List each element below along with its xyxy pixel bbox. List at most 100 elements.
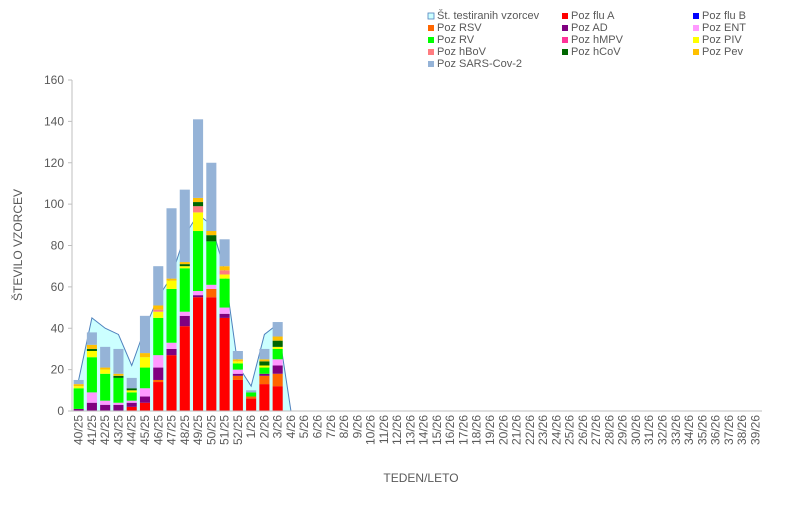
- bar-segment: [126, 388, 137, 391]
- legend-swatch: [693, 13, 699, 19]
- bar-segment: [100, 346, 111, 368]
- bar-segment: [219, 274, 230, 279]
- bar-segment: [219, 266, 230, 271]
- bar-segment: [259, 384, 270, 411]
- bar-segment: [139, 396, 151, 403]
- x-tick-label: 18/26: [470, 415, 484, 445]
- bar-segment: [246, 390, 257, 393]
- legend-swatch: [427, 12, 435, 20]
- x-tick-label: 10/26: [364, 415, 378, 445]
- x-tick-label: 11/26: [377, 415, 391, 444]
- bar-segment: [139, 353, 151, 358]
- legend-swatch: [693, 37, 699, 43]
- bar-segment: [153, 382, 164, 411]
- x-tick-label: 27/26: [589, 415, 603, 445]
- bar-segment: [153, 317, 164, 356]
- bar-segment: [272, 359, 283, 366]
- x-tick-label: 16/26: [443, 415, 457, 445]
- bar-segment: [153, 379, 164, 383]
- x-tick-label: 48/25: [178, 415, 192, 445]
- bar-segment: [113, 404, 124, 411]
- x-tick-label: 13/26: [403, 415, 417, 445]
- x-tick-label: 34/26: [682, 415, 696, 445]
- bar-segment: [153, 309, 164, 312]
- bar-segment: [126, 406, 137, 411]
- x-tick-label: 47/25: [165, 415, 179, 445]
- legend-swatch: [428, 25, 434, 31]
- bar-segment: [193, 231, 204, 292]
- y-tick-label: 140: [44, 114, 64, 128]
- y-axis-label: ŠTEVILO VZORCEV: [10, 189, 25, 301]
- bar-segment: [206, 235, 217, 242]
- bar-segment: [272, 365, 283, 374]
- bar-segment: [166, 280, 177, 289]
- bar-segment: [100, 400, 111, 405]
- x-tick-label: 4/26: [284, 415, 298, 439]
- x-tick-label: 32/26: [655, 415, 669, 445]
- x-tick-label: 2/26: [257, 415, 271, 439]
- legend-label: Poz RSV: [437, 22, 482, 34]
- legend-swatch: [428, 49, 434, 55]
- bar-segment: [139, 402, 151, 411]
- bar-segment: [272, 340, 283, 347]
- bar-segment: [272, 336, 283, 341]
- y-tick-label: 40: [51, 321, 65, 335]
- x-tick-label: 30/26: [629, 415, 643, 445]
- bar-segment: [232, 363, 243, 370]
- bar-segment: [113, 373, 124, 376]
- bar-segment: [259, 373, 270, 376]
- y-tick-label: 60: [51, 280, 65, 294]
- legend-swatch: [428, 37, 434, 43]
- bar-segment: [86, 402, 97, 411]
- legend-label: Poz hBoV: [437, 46, 487, 58]
- x-tick-label: 21/26: [510, 415, 524, 445]
- bar-segment: [232, 375, 243, 380]
- x-tick-label: 35/26: [695, 415, 709, 445]
- bar-segment: [259, 359, 270, 362]
- x-tick-label: 25/26: [563, 415, 577, 445]
- bar-segment: [219, 307, 230, 314]
- bar-segment: [193, 206, 204, 213]
- bar-segment: [153, 367, 164, 380]
- x-tick-label: 50/25: [204, 415, 218, 445]
- bar-segment: [193, 212, 204, 232]
- bar-segment: [219, 313, 230, 318]
- bar-segment: [193, 297, 204, 411]
- bar-segment: [100, 367, 111, 370]
- bar-segment: [179, 311, 190, 316]
- x-tick-label: 37/26: [722, 415, 736, 445]
- x-tick-label: 20/26: [496, 415, 510, 445]
- bar-segment: [153, 266, 164, 306]
- x-tick-label: 1/26: [244, 415, 258, 439]
- x-tick-label: 23/26: [536, 415, 550, 445]
- x-tick-label: 6/26: [310, 415, 324, 439]
- bar-segment: [193, 202, 204, 207]
- x-tick-label: 41/25: [85, 415, 99, 445]
- x-tick-label: 14/26: [417, 415, 431, 445]
- bar-segment: [73, 384, 84, 387]
- legend-label: Poz flu A: [571, 10, 615, 22]
- bar-segment: [126, 400, 137, 403]
- bar-segment: [179, 326, 190, 411]
- x-tick-label: 49/25: [191, 415, 205, 445]
- bar-segment: [246, 398, 257, 411]
- bar-segment: [73, 386, 84, 389]
- bar-segment: [86, 357, 97, 393]
- x-tick-label: 12/26: [390, 415, 404, 445]
- legend-label: Št. testiranih vzorcev: [437, 9, 540, 22]
- bar-segment: [206, 241, 217, 285]
- x-tick-label: 7/26: [324, 415, 338, 439]
- x-tick-label: 3/26: [271, 415, 285, 439]
- legend-label: Poz hCoV: [571, 46, 621, 58]
- bar-segment: [232, 361, 243, 364]
- bar-segment: [179, 264, 190, 267]
- legend-swatch: [428, 61, 434, 67]
- legend-swatch: [562, 37, 568, 43]
- bar-segment: [73, 379, 84, 385]
- bar-segment: [166, 278, 177, 281]
- bar-segment: [232, 369, 243, 374]
- bar-segment: [246, 396, 257, 399]
- bar-segment: [86, 348, 97, 352]
- bar-segment: [193, 119, 204, 198]
- x-tick-label: 43/25: [111, 415, 125, 445]
